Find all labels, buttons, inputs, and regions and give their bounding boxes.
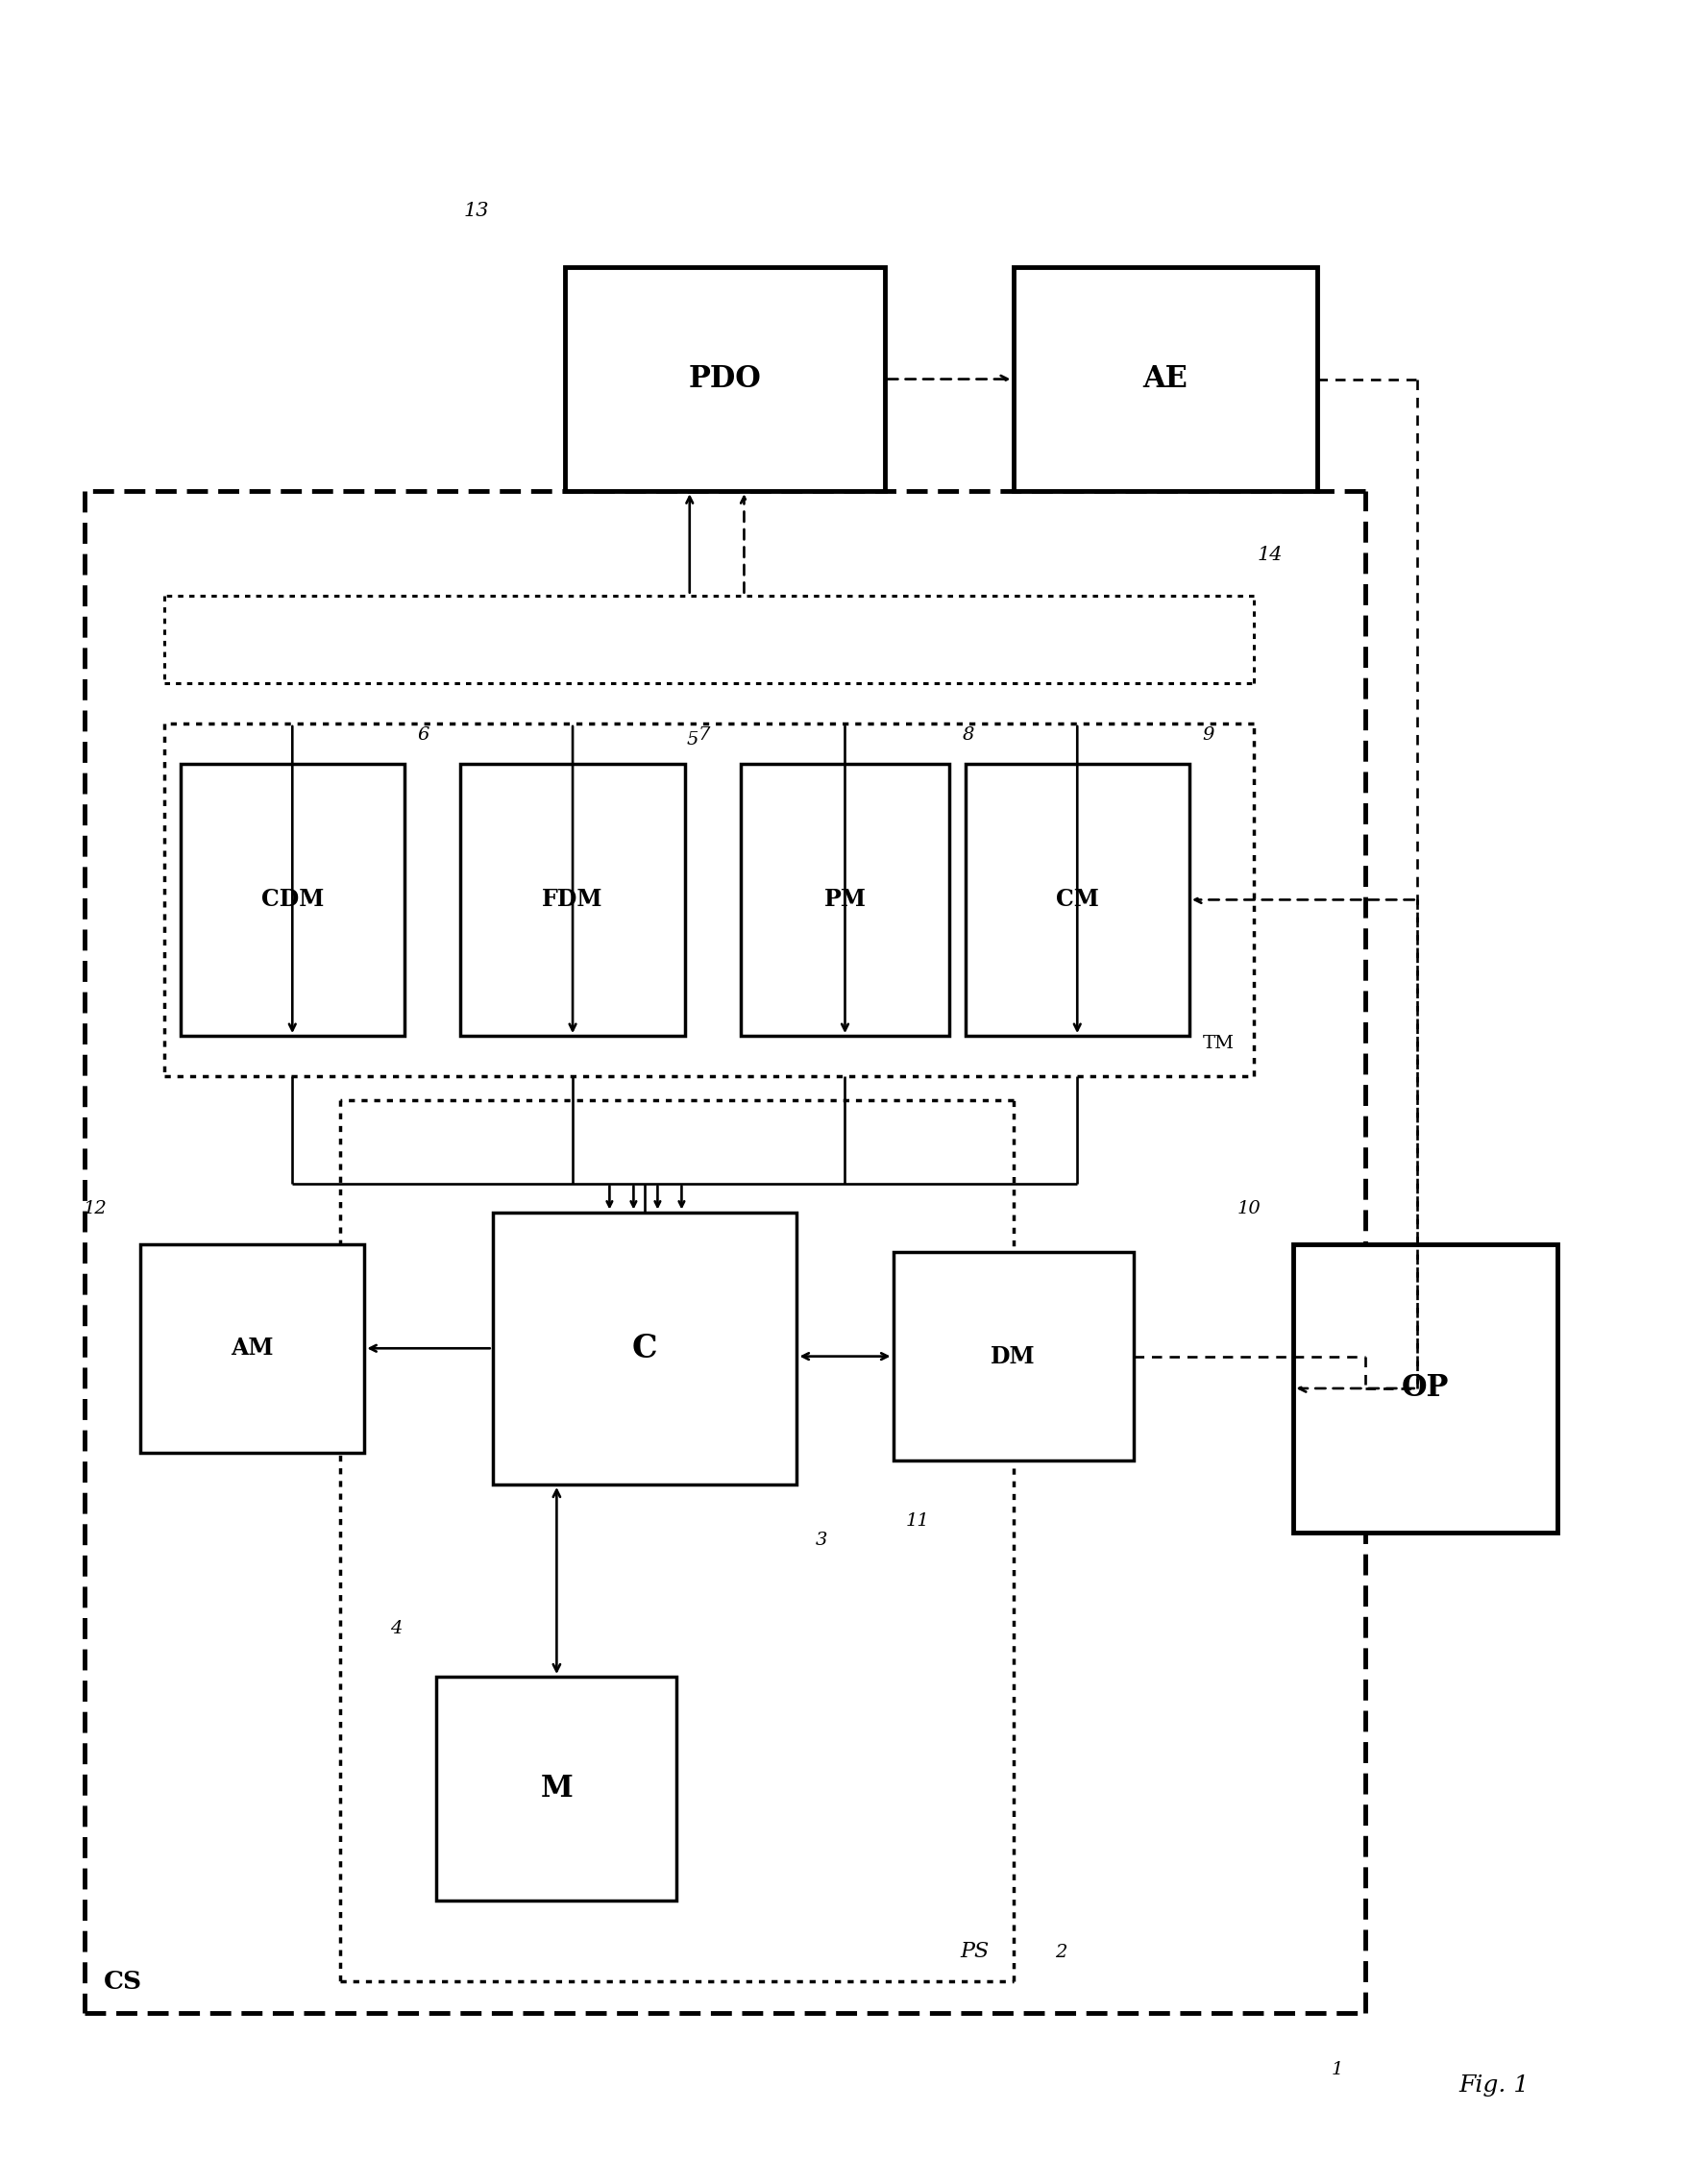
Text: PS: PS	[960, 1942, 989, 1961]
Text: DM: DM	[990, 1345, 1036, 1367]
Text: 14: 14	[1257, 546, 1283, 563]
Text: 9: 9	[1203, 725, 1215, 743]
Text: 12: 12	[83, 1201, 106, 1219]
Bar	[564, 266, 886, 491]
Text: 11: 11	[906, 1514, 930, 1531]
Text: PDO: PDO	[688, 365, 760, 393]
Bar	[140, 1245, 365, 1452]
Text: C: C	[632, 1332, 657, 1365]
Text: OP: OP	[1403, 1374, 1450, 1404]
Bar	[892, 1251, 1134, 1461]
Text: 7: 7	[698, 725, 710, 743]
Text: 10: 10	[1237, 1201, 1261, 1219]
Bar	[740, 764, 950, 1035]
Text: 4: 4	[390, 1621, 402, 1638]
Bar	[1293, 1245, 1558, 1533]
Bar	[1014, 266, 1318, 491]
Text: M: M	[541, 1773, 573, 1804]
Text: 13: 13	[463, 201, 490, 221]
Text: TM: TM	[1203, 1035, 1234, 1053]
Bar	[492, 1212, 798, 1485]
Text: 5: 5	[686, 732, 698, 749]
Text: FDM: FDM	[542, 889, 603, 911]
Text: 2: 2	[1055, 1944, 1066, 1961]
Text: AE: AE	[1142, 365, 1188, 393]
Text: CM: CM	[1056, 889, 1099, 911]
Text: CS: CS	[103, 1970, 142, 1994]
Bar	[461, 764, 684, 1035]
Text: 6: 6	[417, 725, 429, 743]
Text: 3: 3	[815, 1531, 826, 1548]
Text: AM: AM	[232, 1337, 274, 1361]
Text: 1: 1	[1330, 2060, 1344, 2077]
Text: CDM: CDM	[260, 889, 324, 911]
Text: 8: 8	[962, 725, 975, 743]
Bar	[181, 764, 404, 1035]
Text: Fig. 1: Fig. 1	[1458, 2075, 1529, 2097]
Bar	[436, 1677, 676, 1900]
Text: PM: PM	[823, 889, 867, 911]
Bar	[965, 764, 1190, 1035]
